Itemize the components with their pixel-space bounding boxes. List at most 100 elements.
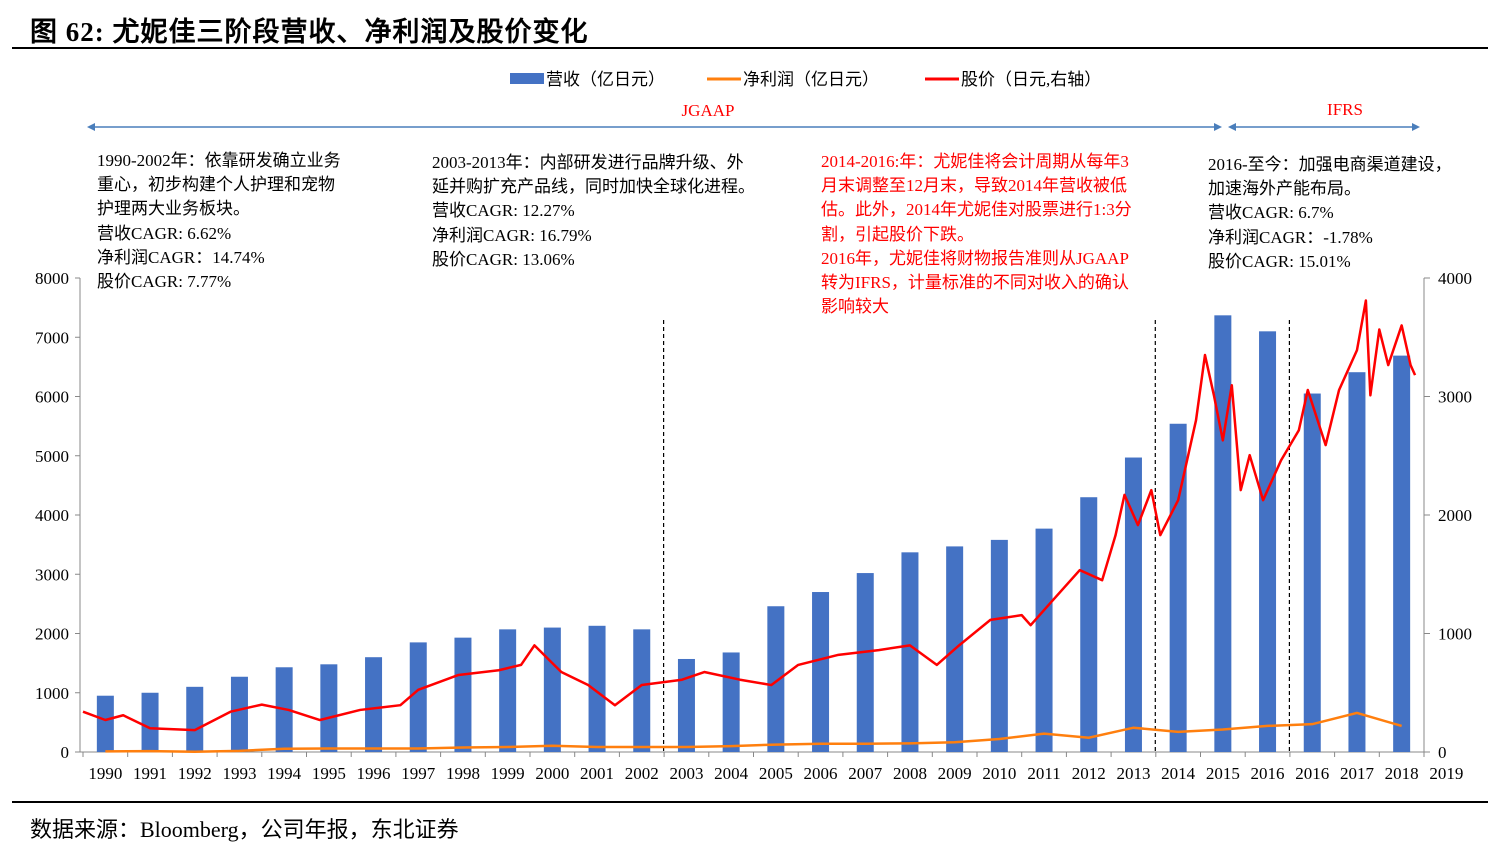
net-profit-line	[105, 711, 1402, 753]
note-line: 2003-2013年：内部研发进行品牌升级、外	[432, 153, 744, 172]
note-line: 2016年，尤妮佳将财物报告准则从JGAAP	[821, 248, 1129, 268]
x-tick-label: 2015	[1206, 764, 1240, 783]
revenue-bar	[633, 629, 651, 752]
revenue-bar	[1348, 372, 1366, 752]
legend-swatch-revenue	[510, 73, 544, 84]
revenue-bar	[1080, 497, 1098, 752]
note-line: 延并购扩充产品线，同时加快全球化进程。	[432, 177, 755, 197]
x-tick-label: 1999	[491, 764, 525, 783]
x-tick-label: 1996	[357, 764, 391, 783]
x-tick-label: 2017	[1340, 764, 1375, 783]
revenue-bar	[1303, 393, 1321, 752]
y-right-tick-label: 4000	[1438, 269, 1472, 288]
y-left-tick-label: 0	[61, 743, 70, 762]
y-right-tick-label: 3000	[1438, 388, 1472, 407]
x-tick-label: 2004	[714, 764, 749, 783]
x-tick-label: 2005	[759, 764, 793, 783]
note-line: 营收CAGR: 12.27%	[432, 201, 575, 221]
revenue-bar	[1214, 315, 1232, 752]
revenue-bars	[96, 315, 1411, 752]
revenue-bar	[856, 573, 874, 752]
x-tick-label: 1993	[222, 764, 256, 783]
x-tick-label: 2009	[938, 764, 972, 783]
title-rule	[12, 47, 1488, 49]
revenue-bar	[409, 642, 427, 752]
line-series	[82, 299, 1417, 753]
revenue-bar	[1124, 457, 1142, 752]
x-tick-label: 2016	[1295, 764, 1329, 783]
x-tick-label: 2013	[1116, 764, 1150, 783]
note-line: 估。此外，2014年尤妮佳对股票进行1:3分	[821, 200, 1132, 220]
source-rule	[12, 801, 1488, 803]
revenue-bar	[677, 658, 695, 752]
y-right-tick-label: 2000	[1438, 506, 1472, 525]
note-line: 转为IFRS，计量标准的不同对收入的确认	[821, 273, 1129, 293]
x-tick-label: 2019	[1429, 764, 1463, 783]
x-tick-label: 2007	[848, 764, 883, 783]
revenue-bar	[96, 695, 114, 752]
revenue-bar	[1393, 355, 1411, 752]
x-tick-label: 2018	[1385, 764, 1419, 783]
x-tick-label: 2012	[1072, 764, 1106, 783]
note-line: 2014-2016:年：尤妮佳将会计周期从每年3	[821, 152, 1129, 171]
y-left-tick-label: 3000	[35, 565, 69, 584]
revenue-bar	[186, 686, 204, 752]
y-left-tick-label: 8000	[35, 269, 69, 288]
y-left-tick-label: 5000	[35, 447, 69, 466]
axes: 0 1000 2000 3000 4000 5000 6000 7000 8000 0 1000 20…	[35, 269, 1472, 783]
figure-title: 图 62: 尤妮佳三阶段营收、净利润及股价变化	[30, 17, 589, 47]
note-line: 净利润CAGR：-1.78%	[1208, 227, 1373, 247]
revenue-bar	[543, 627, 561, 752]
x-tick-label: 1991	[133, 764, 167, 783]
ifrs-label: IFRS	[1327, 100, 1363, 119]
revenue-bar	[365, 657, 383, 752]
legend-label: 股价（日元,右轴）	[961, 70, 1101, 89]
y-left-tick-label: 2000	[35, 625, 69, 644]
x-tick-label: 2014	[1161, 764, 1196, 783]
y-right-tick-label: 1000	[1438, 625, 1472, 644]
y-left-tick-label: 7000	[35, 328, 69, 347]
x-tick-label: 2011	[1027, 764, 1060, 783]
note-2003-2013: 2003-2013年：内部研发进行品牌升级、外 延并购扩充产品线，同时加快全球化进…	[432, 151, 755, 272]
note-line: 股价CAGR: 13.06%	[432, 249, 575, 269]
note-line: 营收CAGR: 6.62%	[97, 223, 232, 243]
note-line: 割，引起股价下跌。	[821, 224, 974, 244]
x-tick-label: 1998	[446, 764, 480, 783]
legend-label: 净利润（亿日元）	[743, 70, 879, 89]
arrow-head-right	[1214, 123, 1222, 131]
revenue-bar	[499, 629, 517, 752]
x-tick-label: 2010	[982, 764, 1016, 783]
x-tick-label: 2003	[669, 764, 703, 783]
note-line: 1990-2002年：依靠研发确立业务	[97, 151, 341, 170]
revenue-bar	[722, 652, 740, 752]
x-tick-label: 2006	[804, 764, 838, 783]
revenue-bar	[767, 606, 785, 752]
revenue-bar	[812, 592, 830, 752]
period-dividers	[662, 320, 1291, 752]
x-tick-label: 1997	[401, 764, 436, 783]
jgaap-label: JGAAP	[682, 101, 735, 120]
y-right-tick-label: 0	[1438, 743, 1447, 762]
arrow-head-left	[1228, 123, 1236, 131]
note-line: 月末调整至12月末，导致2014年营收被低	[821, 176, 1127, 196]
arrow-head-left	[87, 123, 95, 131]
x-tick-label: 2002	[625, 764, 659, 783]
x-tick-label: 2008	[893, 764, 927, 783]
note-2014-2016: 2014-2016:年：尤妮佳将会计周期从每年3 月末调整至12月末，导致2014…	[821, 150, 1132, 319]
note-1990-2002: 1990-2002年：依靠研发确立业务 重心，初步构建个人护理和宠物 护理两大业务板…	[97, 149, 341, 294]
y-left-tick-label: 6000	[35, 388, 69, 407]
note-line: 加速海外产能布局。	[1208, 179, 1361, 199]
x-tick-label: 1995	[312, 764, 346, 783]
revenue-bar	[588, 625, 606, 752]
revenue-bar	[1259, 331, 1277, 752]
y-left-tick-label: 4000	[35, 506, 69, 525]
note-line: 2016-至今：加强电商渠道建设，	[1208, 155, 1452, 174]
note-2016-now: 2016-至今：加强电商渠道建设， 加速海外产能布局。 营收CAGR: 6.7% 净利…	[1208, 153, 1452, 274]
note-line: 净利润CAGR：14.74%	[97, 247, 265, 267]
note-line: 股价CAGR: 15.01%	[1208, 251, 1351, 271]
x-tick-label: 2016	[1251, 764, 1285, 783]
note-line: 影响较大	[821, 297, 889, 317]
legend: 营收（亿日元） 净利润（亿日元） 股价（日元,右轴）	[510, 70, 1101, 89]
x-tick-label: 1992	[178, 764, 212, 783]
